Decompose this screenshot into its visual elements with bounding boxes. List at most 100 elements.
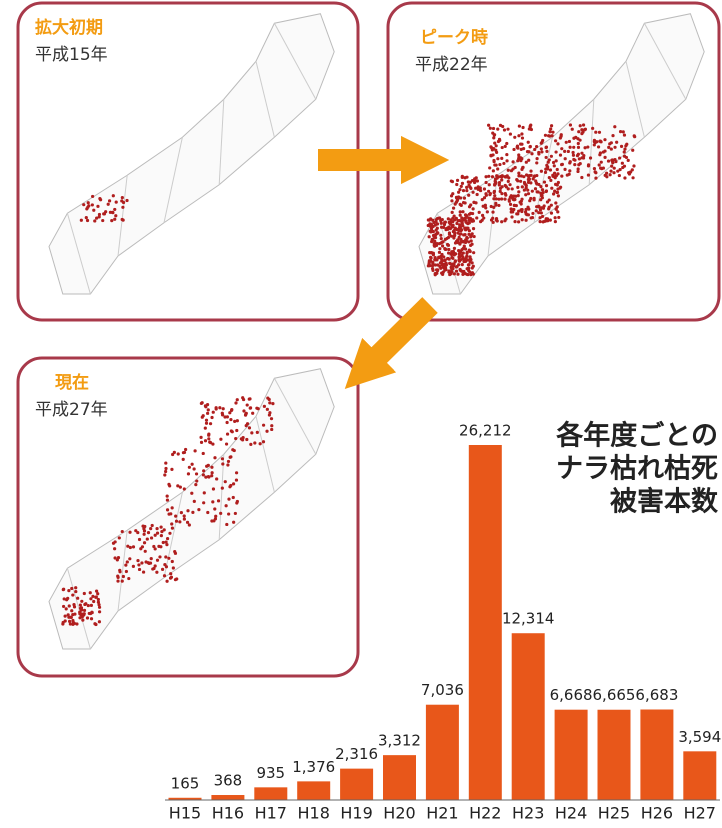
damage-dot xyxy=(69,616,72,619)
damage-dot xyxy=(166,498,169,501)
damage-dot xyxy=(447,251,450,254)
damage-dot xyxy=(450,225,453,228)
damage-dot xyxy=(102,212,105,215)
damage-dot xyxy=(627,171,630,174)
damage-dot xyxy=(193,467,196,470)
damage-dot xyxy=(623,165,626,168)
damage-dot xyxy=(521,218,524,221)
damage-dot xyxy=(516,179,519,182)
damage-dot xyxy=(433,258,436,261)
damage-dot xyxy=(551,134,554,137)
damage-dot xyxy=(535,174,538,177)
damage-dot xyxy=(163,574,166,577)
damage-dot xyxy=(74,586,77,589)
damage-dot xyxy=(232,482,235,485)
damage-dot xyxy=(540,211,543,214)
damage-dot xyxy=(598,163,601,166)
damage-dot xyxy=(170,522,173,525)
damage-dot xyxy=(118,536,121,539)
damage-dot xyxy=(497,140,500,143)
damage-dot xyxy=(451,211,454,214)
damage-dot xyxy=(593,140,596,143)
damage-dot xyxy=(96,205,99,208)
damage-dot xyxy=(257,407,260,410)
x-tick-label: H19 xyxy=(340,804,372,823)
damage-dot xyxy=(473,181,476,184)
damage-dot xyxy=(493,142,496,145)
damage-dot xyxy=(200,402,203,405)
damage-dot xyxy=(447,217,450,220)
damage-dot xyxy=(91,595,94,598)
damage-dot xyxy=(609,170,612,173)
damage-dot xyxy=(268,401,271,404)
damage-dot xyxy=(456,273,459,276)
damage-dot xyxy=(268,413,271,416)
damage-dot xyxy=(621,162,624,165)
damage-dot xyxy=(468,185,471,188)
damage-dot xyxy=(140,561,143,564)
damage-dot xyxy=(428,251,431,254)
damage-dot xyxy=(227,498,230,501)
damage-dot xyxy=(549,219,552,222)
value-label: 368 xyxy=(214,772,243,790)
damage-dot xyxy=(517,134,520,137)
damage-dot xyxy=(73,605,76,608)
damage-dot xyxy=(115,200,118,203)
damage-dot xyxy=(188,466,191,469)
damage-dot xyxy=(80,219,83,222)
damage-dot xyxy=(151,567,154,570)
damage-dot xyxy=(527,213,530,216)
damage-dot xyxy=(535,157,538,160)
damage-dot xyxy=(219,512,222,515)
damage-dot xyxy=(89,597,92,600)
damage-dot xyxy=(200,441,203,444)
damage-dot xyxy=(76,597,79,600)
damage-dot xyxy=(173,550,176,553)
damage-dot xyxy=(556,168,559,171)
damage-dot xyxy=(563,150,566,153)
damage-dot xyxy=(475,216,478,219)
damage-dot xyxy=(587,164,590,167)
x-tick-label: H23 xyxy=(512,804,544,823)
damage-dot xyxy=(71,619,74,622)
damage-dot xyxy=(81,619,84,622)
damage-dot xyxy=(226,415,229,418)
damage-dot xyxy=(472,227,475,230)
damage-dot xyxy=(166,508,169,511)
damage-dot xyxy=(495,151,498,154)
damage-dot xyxy=(550,211,553,214)
damage-dot xyxy=(496,157,499,160)
damage-dot xyxy=(521,208,524,211)
damage-dot xyxy=(513,220,516,223)
damage-dot xyxy=(572,151,575,154)
damage-dot xyxy=(166,537,169,540)
damage-dot xyxy=(211,500,214,503)
damage-dot xyxy=(471,272,474,275)
damage-dot xyxy=(452,207,455,210)
damage-dot xyxy=(235,471,238,474)
damage-dot xyxy=(556,191,559,194)
damage-dot xyxy=(431,264,434,267)
damage-dot xyxy=(182,458,185,461)
damage-dot xyxy=(540,150,543,153)
damage-dot xyxy=(602,150,605,153)
bar xyxy=(383,755,416,800)
damage-dot xyxy=(552,192,555,195)
damage-dot xyxy=(593,167,596,170)
value-label: 165 xyxy=(171,774,200,792)
damage-dot xyxy=(85,216,88,219)
damage-dot xyxy=(83,609,86,612)
damage-dot xyxy=(517,220,520,223)
damage-dot xyxy=(431,238,434,241)
damage-dot xyxy=(434,272,437,275)
damage-dot xyxy=(488,166,491,169)
damage-dot xyxy=(190,492,193,495)
damage-dot xyxy=(163,563,166,566)
bar xyxy=(297,781,330,800)
damage-dot xyxy=(632,164,635,167)
damage-dot xyxy=(147,531,150,534)
damage-dot xyxy=(572,158,575,161)
damage-dot xyxy=(98,197,101,200)
damage-dot xyxy=(97,603,100,606)
damage-dot xyxy=(550,155,553,158)
